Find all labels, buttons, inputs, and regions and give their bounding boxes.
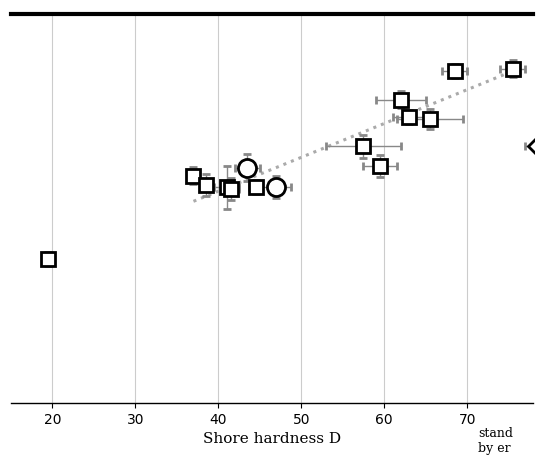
Legend: R, EP, Linear (trend line): R, EP, Linear (trend line) <box>0 472 240 474</box>
X-axis label: Shore hardness D: Shore hardness D <box>203 432 342 446</box>
Text: stand
by er: stand by er <box>478 427 514 455</box>
